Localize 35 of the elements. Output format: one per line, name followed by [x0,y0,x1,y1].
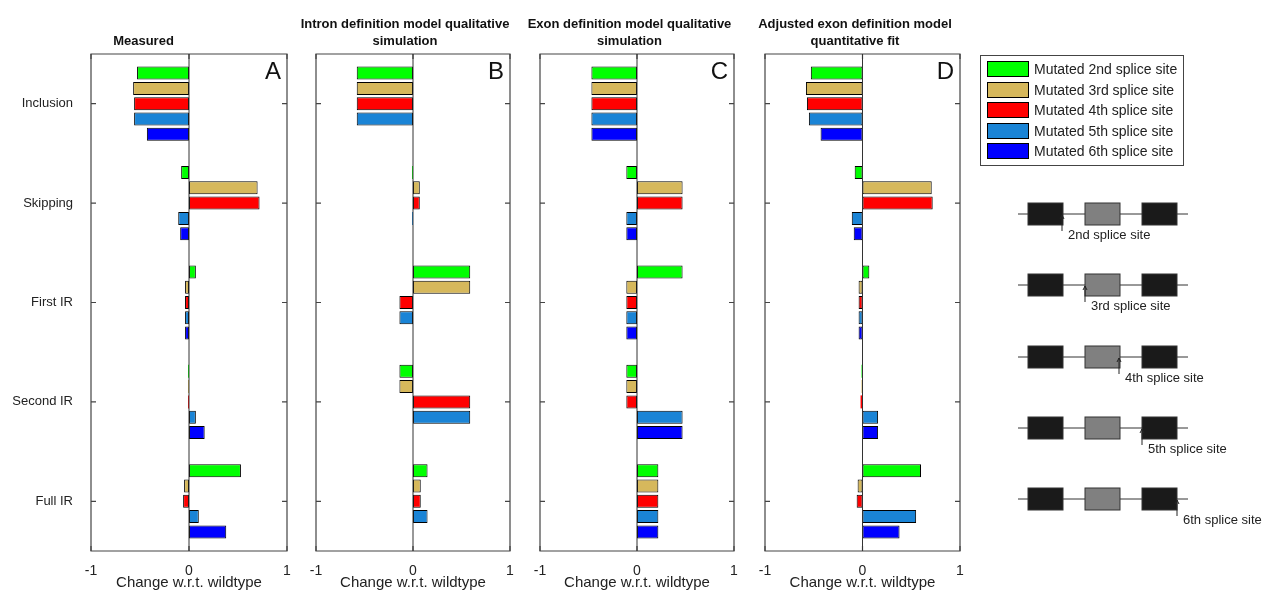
x-tick-label: -1 [533,562,547,579]
annotation: C [710,56,728,84]
legend-label: Mutated 6th splice site [1034,143,1174,160]
x-tick-label: -1 [84,562,98,579]
chart-title: Intron definition model qualitative simulation [300,16,510,49]
chart-title: Exon definition model qualitative simulation [527,16,732,49]
chart-title: Adjusted exon definition model quantitative fit [758,16,952,49]
y-tick-label: First IR [31,294,73,310]
x-tick-label: -1 [758,562,772,579]
x-tick-label: 0 [858,562,867,579]
x-tick-label: 0 [633,562,642,579]
x-tick-label: 1 [283,562,292,579]
annotation: D [936,56,954,84]
x-tick-label: 0 [185,562,194,579]
y-tick-label: Second IR [12,393,73,409]
text: 2nd splice site [1068,227,1151,242]
text: 6th splice site [1183,512,1262,528]
y-tick-label: Full IR [35,492,73,508]
y-tick-label: Skipping [23,194,73,210]
chart-title: Measured [113,33,174,49]
legend-label: Mutated 2nd splice site [1034,61,1178,78]
text: 4th splice site [1125,369,1204,385]
x-tick-label: -1 [309,562,323,579]
annotation: B [487,56,504,84]
x-tick-label: 1 [730,562,739,579]
x-tick-label: 1 [956,562,965,579]
legend-label: Mutated 3rd splice site [1034,81,1175,98]
text: 3rd splice site [1091,298,1171,314]
legend-label: Mutated 5th splice site [1034,122,1174,139]
y-tick-label: Inclusion [21,95,73,111]
annotation: A [264,56,281,84]
x-tick-label: 0 [409,562,418,579]
text: 5th splice site [1148,440,1227,456]
legend-label: Mutated 4th splice site [1034,102,1174,119]
x-tick-label: 1 [506,562,515,579]
